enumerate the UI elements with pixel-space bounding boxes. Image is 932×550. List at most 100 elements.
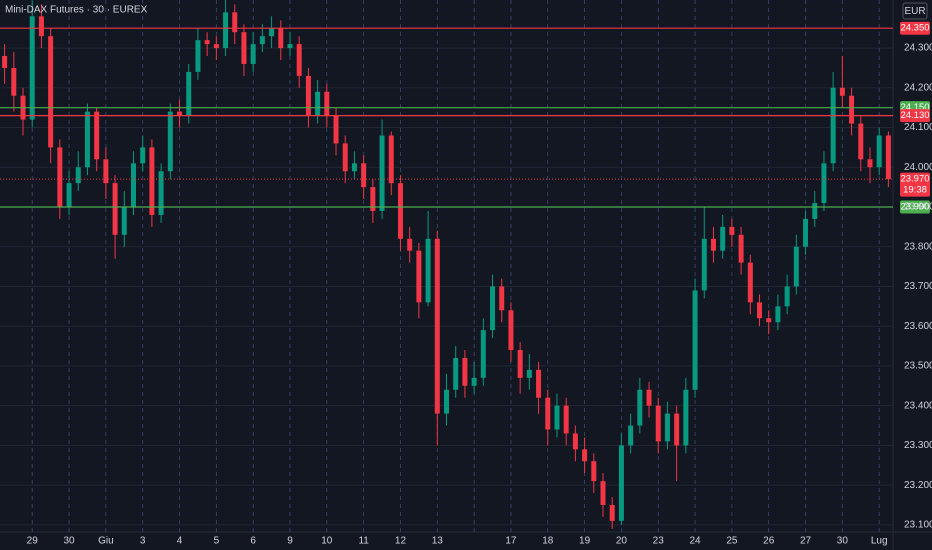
y-tick-label: 24.200	[904, 82, 932, 93]
candle-body	[287, 44, 293, 49]
candle-body	[784, 286, 790, 307]
candle-body	[278, 28, 284, 49]
currency-box[interactable]	[902, 2, 928, 20]
candle-body	[48, 36, 54, 148]
x-tick-label: 30	[837, 536, 849, 547]
candle-body	[812, 203, 818, 219]
candle-body	[370, 187, 376, 211]
x-tick-label: 13	[432, 536, 444, 547]
candle-body	[480, 330, 486, 378]
candle-body	[204, 40, 210, 45]
candle-body	[545, 397, 551, 430]
candle-body	[738, 234, 744, 263]
x-tick-label: Giu	[98, 536, 114, 547]
candles	[2, 0, 891, 529]
candle-body	[333, 115, 339, 144]
chart-title: Mini-DAX Futures · 30 · EUREX	[5, 5, 148, 16]
y-tick-label: 23.300	[904, 440, 932, 451]
candle-body	[57, 147, 63, 207]
candle-body	[664, 413, 670, 442]
candle-body	[305, 75, 311, 116]
x-tick-label: 29	[27, 536, 39, 547]
x-tick-label: 3	[140, 536, 146, 547]
candle-body	[462, 357, 468, 386]
x-tick-label: 11	[358, 536, 369, 547]
candle-body	[351, 163, 357, 172]
candle-body	[112, 183, 118, 235]
candle-body	[582, 449, 588, 462]
candle-body	[453, 357, 459, 390]
candle-body	[186, 71, 192, 116]
candle-body	[490, 286, 496, 331]
currency[interactable]: EUR	[904, 6, 925, 17]
candle-body	[793, 246, 799, 287]
candle-body	[2, 56, 8, 68]
candle-body	[618, 445, 624, 521]
x-tick-label: 24	[690, 536, 702, 547]
candle-body	[388, 135, 394, 184]
candle-body	[361, 163, 367, 188]
candle-body	[849, 95, 855, 124]
x-tick-label: 27	[800, 536, 812, 547]
candle-body	[140, 147, 146, 164]
candle-body	[94, 111, 100, 160]
x-tick-label: 20	[616, 536, 628, 547]
candle-body	[701, 238, 707, 291]
candle-body	[177, 111, 183, 116]
candle-body	[158, 171, 164, 215]
y-tick-label: 24.000	[904, 162, 932, 173]
candle-body	[710, 238, 716, 251]
candle-body	[167, 111, 173, 172]
candle-body	[766, 318, 772, 323]
level-label: 24.350	[900, 23, 929, 34]
candle-body	[11, 67, 17, 96]
candle-body	[379, 135, 385, 211]
candle-body	[858, 123, 864, 160]
candle-body	[434, 238, 440, 414]
candle-body	[29, 16, 35, 120]
candle-body	[296, 44, 302, 76]
y-tick-label: 23.600	[904, 321, 932, 332]
candle-body	[729, 226, 735, 235]
x-tick-label: 26	[763, 536, 775, 547]
candle-body	[775, 306, 781, 323]
candle-body	[609, 504, 615, 521]
candle-body	[75, 167, 81, 184]
x-tick-label: Lug	[871, 536, 888, 547]
y-tick-label: 24.100	[904, 122, 932, 133]
candle-body	[324, 91, 330, 116]
level-label: 24.150	[900, 102, 929, 113]
candle-body	[747, 262, 753, 303]
candle-body	[195, 40, 201, 72]
candle-body	[572, 433, 578, 450]
candle-body	[38, 16, 44, 37]
candle-body	[839, 87, 845, 96]
candle-body	[683, 389, 689, 446]
y-tick-label: 23.200	[904, 480, 932, 491]
candle-body	[720, 226, 726, 251]
candle-body	[121, 206, 127, 235]
candle-body	[232, 12, 238, 33]
candle-body	[259, 36, 265, 45]
x-tick-label: 6	[250, 536, 256, 547]
candle-body	[508, 310, 514, 351]
y-tick-label: 24.300	[904, 43, 932, 54]
candle-body	[646, 389, 652, 406]
candle-body	[84, 111, 90, 168]
candle-body	[867, 159, 873, 168]
candle-body	[315, 91, 321, 116]
candle-body	[397, 183, 403, 239]
candle-body	[149, 147, 155, 215]
candle-body	[241, 32, 247, 64]
x-tick-label: 25	[726, 536, 738, 547]
x-tick-label: 30	[63, 536, 75, 547]
candle-body	[637, 389, 643, 426]
candle-body	[830, 87, 836, 164]
candle-body	[471, 377, 477, 386]
candle-body	[407, 238, 413, 251]
y-tick-label: 23.900	[904, 202, 932, 213]
candle-body	[692, 290, 698, 390]
candle-body	[103, 159, 109, 184]
level-label-box	[900, 200, 930, 214]
